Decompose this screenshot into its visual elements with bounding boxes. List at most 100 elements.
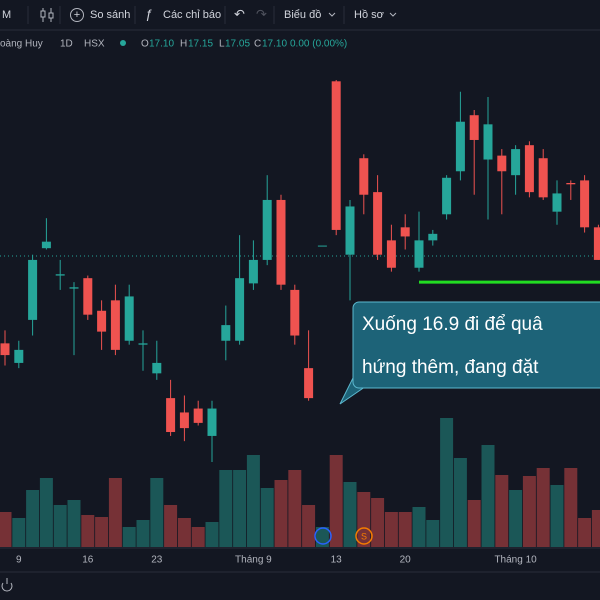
candle-body (428, 233, 438, 241)
volume-bar (53, 505, 67, 547)
volume-bar (536, 468, 550, 547)
o-value: 17.10 (149, 39, 174, 50)
candle-body (221, 325, 231, 341)
callout-box (352, 301, 600, 389)
l-label: L (219, 39, 225, 50)
x-tick-label: Tháng 9 (235, 555, 272, 566)
annotation-line: Xuống 16.9 đi để quâ (362, 314, 543, 335)
volume-bar (177, 518, 191, 547)
volume-bar (260, 488, 274, 547)
candle-body (304, 368, 314, 399)
chevron (389, 12, 397, 17)
candle-body (580, 180, 590, 228)
candle-body (0, 343, 10, 356)
candle-body (124, 296, 134, 341)
h-label: H (180, 39, 187, 50)
candle-body (552, 193, 562, 212)
dividend-event[interactable] (314, 527, 332, 545)
compare-icon[interactable] (70, 8, 84, 22)
volume-bar (0, 512, 12, 547)
volume-bar (453, 458, 467, 547)
candle-body (331, 81, 341, 230)
o-label: O (141, 39, 149, 50)
candle-body (400, 227, 410, 237)
candle-body (110, 300, 120, 350)
symbol: oàng Huy (0, 39, 43, 50)
exchange: HSX (84, 39, 105, 50)
candle-body (97, 310, 107, 332)
c-label: C (254, 39, 261, 50)
h-value: 17.15 (188, 39, 213, 50)
c-value: 17.10 (262, 39, 287, 50)
x-tick-label: 9 (16, 555, 22, 566)
candle-body (152, 362, 162, 374)
volume-bar (591, 510, 600, 547)
candle-body (193, 408, 203, 423)
volume-bar (122, 527, 136, 547)
candle-body (359, 158, 369, 195)
candle-body (55, 274, 65, 276)
volume-bar (136, 520, 150, 547)
redo-button[interactable]: ↷ (256, 6, 267, 21)
legend: oàng Huy 1D HSX O 17.10 H 17.15 L 17.05 … (0, 39, 347, 50)
candle-body (538, 158, 548, 198)
candle-body (248, 259, 258, 284)
volume-bar (467, 500, 481, 547)
candle-body (14, 349, 24, 363)
candle-body (469, 115, 479, 140)
candle-body (442, 177, 452, 215)
indicator-icon[interactable] (40, 8, 54, 22)
candle-body (317, 245, 327, 247)
candle-body (524, 145, 534, 193)
volume-bar (39, 478, 53, 547)
candle-body (373, 192, 383, 255)
volume-bar (371, 498, 385, 547)
volume-bar (108, 478, 122, 547)
candle-body (497, 155, 507, 172)
volume-bar (495, 475, 509, 547)
volume-bar (343, 482, 357, 547)
volume-bar (164, 505, 178, 547)
candle-body (262, 199, 272, 260)
compare-button[interactable]: So sánh (90, 9, 130, 21)
candle-body (455, 121, 465, 172)
volume-bar (550, 485, 564, 547)
volume-bar (522, 476, 536, 547)
earnings-event[interactable] (355, 527, 373, 545)
volume-bar (329, 455, 343, 547)
change: 0.00 (0.00%) (290, 39, 347, 50)
candle-body (235, 278, 245, 341)
candle-body (41, 241, 51, 249)
undo-button[interactable]: ↶ (234, 6, 245, 21)
plot (0, 80, 600, 547)
plus-icon: + (74, 9, 80, 21)
x-tick-label: 16 (82, 555, 94, 566)
indicators-button[interactable]: Các chỉ báo (163, 9, 221, 21)
volume-bar (578, 518, 592, 547)
candle-body (511, 149, 521, 176)
annotation: Xuống 16.9 đi để quâ hứng thêm, đang đặt (339, 301, 600, 405)
candle-body (166, 398, 176, 433)
volume-bar (81, 515, 95, 547)
candle-body (179, 412, 189, 429)
fx-icon[interactable]: ƒ (145, 6, 152, 21)
interval-button[interactable]: M (2, 9, 11, 21)
l-value: 17.05 (225, 39, 250, 50)
chevron (328, 12, 336, 17)
volume-bar (384, 512, 398, 547)
volume-bar (398, 512, 412, 547)
settings-icon[interactable] (1, 578, 13, 592)
volume-bar (233, 470, 247, 547)
annotation-line: hứng thêm, đang đặt (362, 357, 539, 378)
volume-bar (246, 455, 260, 547)
toolbar: M + So sánh ƒ Các chỉ báo ↶ ↷ Biểu đồ Hồ… (0, 6, 600, 31)
candle-body (69, 287, 79, 289)
chart-menu[interactable]: Biểu đồ (284, 9, 321, 21)
volume-bar (302, 505, 316, 547)
volume-bar (357, 492, 371, 547)
profile-menu[interactable]: Hồ sơ (354, 9, 384, 21)
volume-bar (219, 470, 233, 547)
